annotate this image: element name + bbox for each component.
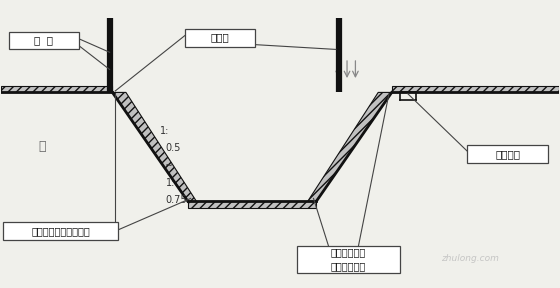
FancyBboxPatch shape	[3, 222, 118, 240]
Text: ~: ~	[166, 160, 174, 170]
Text: 0.5: 0.5	[166, 143, 181, 153]
Polygon shape	[1, 86, 113, 92]
Text: 设护道: 设护道	[211, 33, 230, 43]
Text: 1:: 1:	[160, 126, 169, 136]
FancyBboxPatch shape	[9, 32, 79, 50]
Polygon shape	[307, 92, 392, 201]
Text: 1:: 1:	[166, 178, 175, 188]
Text: 0.75: 0.75	[166, 195, 187, 205]
Text: 护  栏: 护 栏	[35, 35, 54, 46]
FancyBboxPatch shape	[185, 29, 255, 47]
Text: 观察坑壁边缘
有无松散塌落: 观察坑壁边缘 有无松散塌落	[331, 247, 366, 271]
Text: 观察坑壁边缘有无裂缝: 观察坑壁边缘有无裂缝	[31, 226, 90, 236]
Text: zhulong.com: zhulong.com	[441, 254, 499, 263]
Polygon shape	[113, 92, 197, 201]
Text: ：: ：	[39, 140, 46, 154]
Text: 设截水沟: 设截水沟	[495, 149, 520, 159]
FancyBboxPatch shape	[297, 246, 400, 273]
Polygon shape	[188, 201, 316, 208]
FancyBboxPatch shape	[467, 145, 548, 163]
Polygon shape	[392, 86, 559, 92]
